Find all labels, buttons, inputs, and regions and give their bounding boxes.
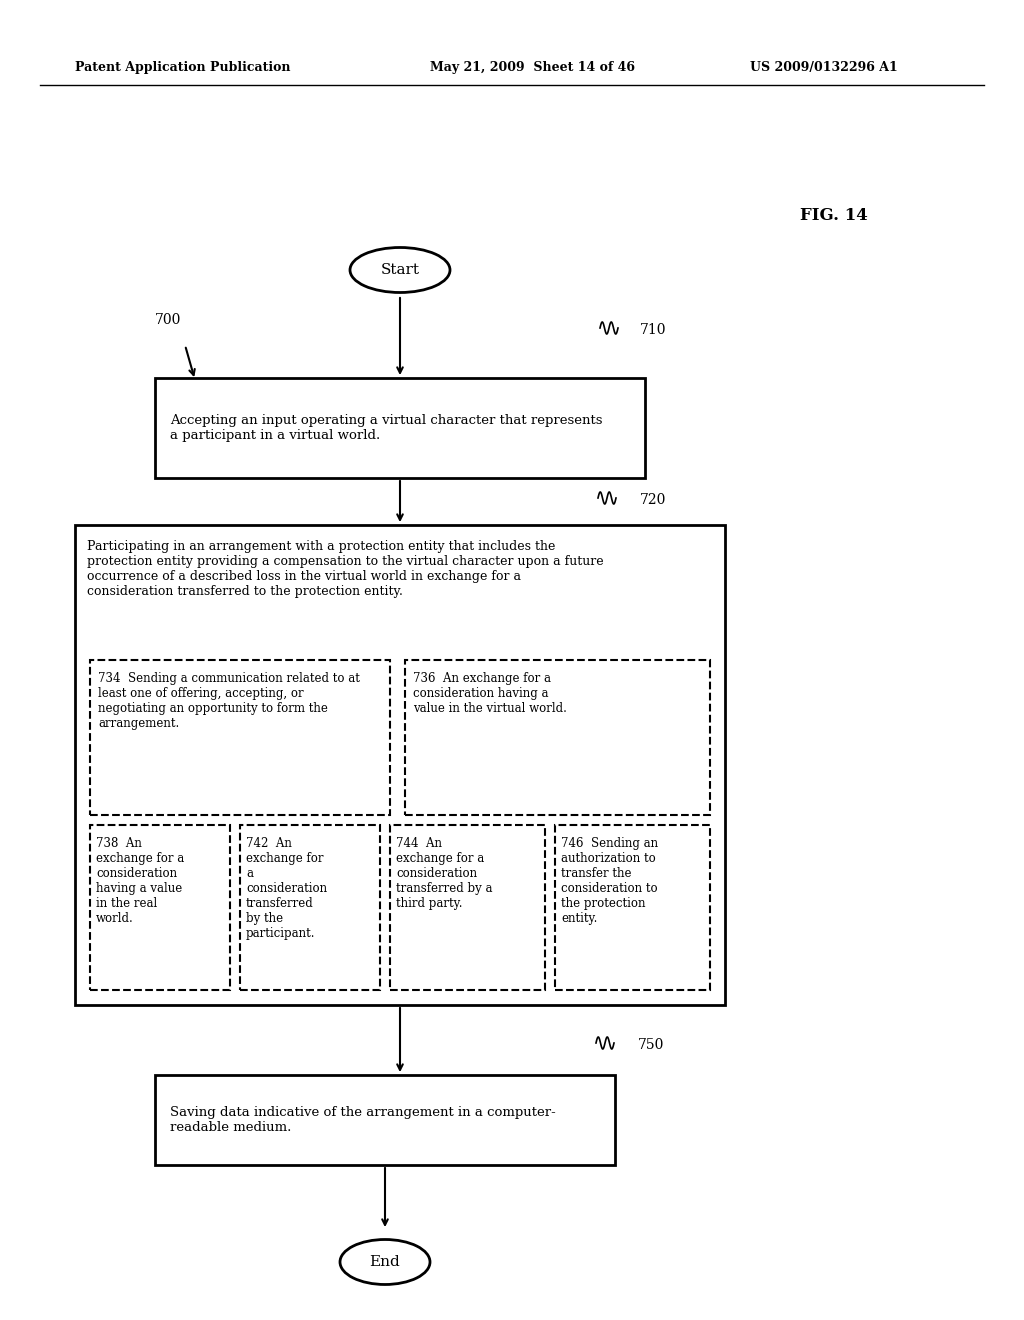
Text: 720: 720	[640, 492, 667, 507]
Text: 750: 750	[638, 1038, 665, 1052]
Text: Saving data indicative of the arrangement in a computer-
readable medium.: Saving data indicative of the arrangemen…	[170, 1106, 556, 1134]
FancyBboxPatch shape	[90, 825, 230, 990]
Text: 738  An
exchange for a
consideration
having a value
in the real
world.: 738 An exchange for a consideration havi…	[96, 837, 184, 925]
Text: 710: 710	[640, 323, 667, 337]
Ellipse shape	[340, 1239, 430, 1284]
Text: 744  An
exchange for a
consideration
transferred by a
third party.: 744 An exchange for a consideration tran…	[396, 837, 493, 909]
Text: 700: 700	[155, 313, 181, 327]
FancyBboxPatch shape	[555, 825, 710, 990]
Text: Participating in an arrangement with a protection entity that includes the
prote: Participating in an arrangement with a p…	[87, 540, 603, 598]
Text: Patent Application Publication: Patent Application Publication	[75, 62, 291, 74]
FancyBboxPatch shape	[390, 825, 545, 990]
FancyBboxPatch shape	[155, 1074, 615, 1166]
FancyBboxPatch shape	[75, 525, 725, 1005]
Text: FIG. 14: FIG. 14	[800, 206, 867, 223]
Text: US 2009/0132296 A1: US 2009/0132296 A1	[750, 62, 898, 74]
Text: 742  An
exchange for
a
consideration
transferred
by the
participant.: 742 An exchange for a consideration tran…	[246, 837, 327, 940]
Ellipse shape	[350, 248, 450, 293]
Text: 736  An exchange for a
consideration having a
value in the virtual world.: 736 An exchange for a consideration havi…	[413, 672, 567, 715]
FancyBboxPatch shape	[406, 660, 710, 814]
FancyBboxPatch shape	[155, 378, 645, 478]
FancyBboxPatch shape	[240, 825, 380, 990]
Text: Accepting an input operating a virtual character that represents
a participant i: Accepting an input operating a virtual c…	[170, 414, 602, 442]
FancyBboxPatch shape	[90, 660, 390, 814]
Text: May 21, 2009  Sheet 14 of 46: May 21, 2009 Sheet 14 of 46	[430, 62, 635, 74]
Text: Start: Start	[381, 263, 420, 277]
Text: End: End	[370, 1255, 400, 1269]
Text: 746  Sending an
authorization to
transfer the
consideration to
the protection
en: 746 Sending an authorization to transfer…	[561, 837, 658, 925]
Text: 734  Sending a communication related to at
least one of offering, accepting, or
: 734 Sending a communication related to a…	[98, 672, 359, 730]
